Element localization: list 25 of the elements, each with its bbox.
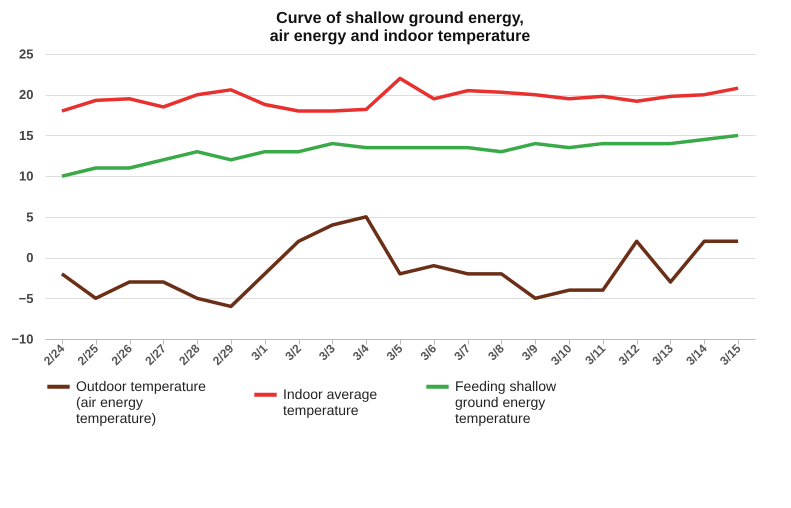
legend-label: Outdoor temperature (air energy temperature) xyxy=(76,378,206,426)
y-tick-label: 0 xyxy=(26,250,34,266)
x-tick-label: 3/2 xyxy=(282,341,304,364)
x-tick-label: 3/8 xyxy=(485,341,508,364)
line-series xyxy=(60,134,740,178)
y-tick-label: −10 xyxy=(11,332,34,346)
x-tick-label: 3/7 xyxy=(451,341,474,364)
y-tick-label: −5 xyxy=(18,290,34,306)
y-tick-label: 5 xyxy=(26,209,34,224)
y-tick-label: 10 xyxy=(19,168,34,184)
x-tick-label: 3/6 xyxy=(418,341,440,364)
y-tick-label: 20 xyxy=(19,87,34,102)
y-tick-label: 15 xyxy=(19,128,34,143)
x-tick-label: 3/11 xyxy=(582,341,609,368)
line-series xyxy=(60,215,740,308)
x-tick-label: 3/3 xyxy=(316,341,338,364)
line-series xyxy=(60,76,740,113)
y-tick-label: 25 xyxy=(19,46,34,62)
legend-label: Feeding shallow ground energy temperature xyxy=(455,378,558,426)
chart-title: Curve of shallow ground energy, air energy and indoor temperature xyxy=(270,10,530,45)
x-tick-label: 3/5 xyxy=(384,341,406,364)
x-tick-label: 3/4 xyxy=(350,341,372,364)
x-tick-label: 3/9 xyxy=(518,341,541,364)
x-tick-label: 3/1 xyxy=(248,341,270,364)
legend-label: Indoor average temperature xyxy=(283,386,378,418)
